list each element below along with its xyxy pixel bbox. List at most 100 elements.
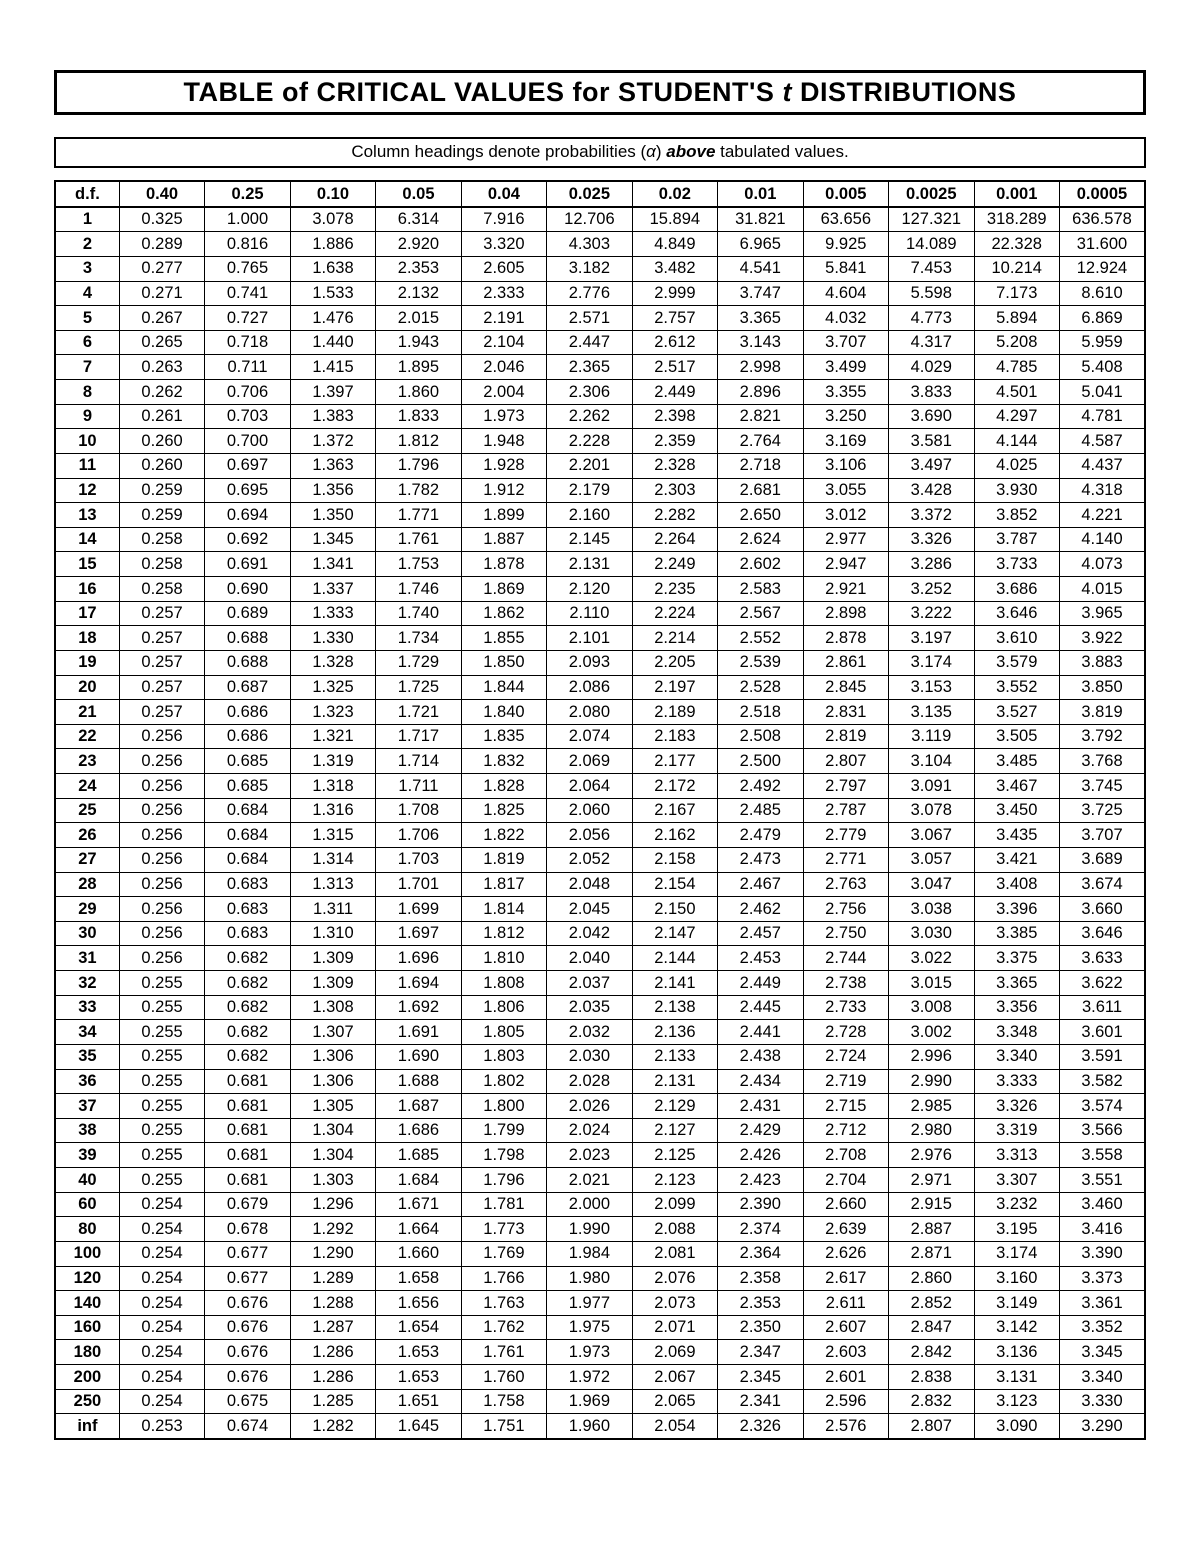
value-cell: 2.449 — [632, 380, 717, 405]
value-cell: 1.696 — [376, 946, 461, 971]
value-cell: 2.162 — [632, 823, 717, 848]
value-cell: 2.847 — [889, 1315, 974, 1340]
value-cell: 2.042 — [547, 921, 632, 946]
table-row: 320.2550.6821.3091.6941.8082.0372.1412.4… — [55, 971, 1145, 996]
value-cell: 0.816 — [205, 232, 290, 257]
value-cell: 3.965 — [1059, 601, 1145, 626]
value-cell: 1.304 — [290, 1143, 375, 1168]
value-cell: 4.318 — [1059, 478, 1145, 503]
value-cell: 2.601 — [803, 1365, 888, 1390]
value-cell: 2.728 — [803, 1020, 888, 1045]
value-cell: 0.675 — [205, 1389, 290, 1414]
value-cell: 3.646 — [974, 601, 1059, 626]
value-cell: 2.326 — [718, 1414, 803, 1439]
value-cell: 3.348 — [974, 1020, 1059, 1045]
value-cell: 3.390 — [1059, 1241, 1145, 1266]
value-cell: 2.129 — [632, 1094, 717, 1119]
table-row: 190.2570.6881.3281.7291.8502.0932.2052.5… — [55, 650, 1145, 675]
value-cell: 0.254 — [119, 1241, 204, 1266]
value-cell: 3.326 — [974, 1094, 1059, 1119]
table-row: 180.2570.6881.3301.7341.8552.1012.2142.5… — [55, 626, 1145, 651]
value-cell: 1.746 — [376, 577, 461, 602]
value-cell: 3.131 — [974, 1365, 1059, 1390]
value-cell: 3.579 — [974, 650, 1059, 675]
value-cell: 1.740 — [376, 601, 461, 626]
value-cell: 1.313 — [290, 872, 375, 897]
value-cell: 1.802 — [461, 1069, 546, 1094]
value-cell: 3.330 — [1059, 1389, 1145, 1414]
value-cell: 2.976 — [889, 1143, 974, 1168]
df-cell: 26 — [55, 823, 119, 848]
value-cell: 1.771 — [376, 503, 461, 528]
value-cell: 2.177 — [632, 749, 717, 774]
value-cell: 0.765 — [205, 256, 290, 281]
value-cell: 3.195 — [974, 1217, 1059, 1242]
value-cell: 2.086 — [547, 675, 632, 700]
df-cell: 1 — [55, 207, 119, 232]
value-cell: 1.977 — [547, 1291, 632, 1316]
value-cell: 4.541 — [718, 256, 803, 281]
value-cell: 2.093 — [547, 650, 632, 675]
value-cell: 3.747 — [718, 281, 803, 306]
table-row: 290.2560.6831.3111.6991.8142.0452.1502.4… — [55, 897, 1145, 922]
value-cell: 3.365 — [718, 306, 803, 331]
value-cell: 3.326 — [889, 527, 974, 552]
value-cell: 1.796 — [376, 453, 461, 478]
value-cell: 2.718 — [718, 453, 803, 478]
value-cell: 1.800 — [461, 1094, 546, 1119]
value-cell: 3.787 — [974, 527, 1059, 552]
table-row: 2500.2540.6751.2851.6511.7581.9692.0652.… — [55, 1389, 1145, 1414]
value-cell: 0.681 — [205, 1069, 290, 1094]
table-row: 1800.2540.6761.2861.6531.7611.9732.0692.… — [55, 1340, 1145, 1365]
alpha-header: 0.025 — [547, 181, 632, 207]
value-cell: 6.965 — [718, 232, 803, 257]
df-cell: 180 — [55, 1340, 119, 1365]
value-cell: 2.065 — [632, 1389, 717, 1414]
value-cell: 0.325 — [119, 207, 204, 232]
value-cell: 2.205 — [632, 650, 717, 675]
value-cell: 1.887 — [461, 527, 546, 552]
value-cell: 7.173 — [974, 281, 1059, 306]
df-cell: 160 — [55, 1315, 119, 1340]
value-cell: 1.761 — [376, 527, 461, 552]
value-cell: 0.254 — [119, 1266, 204, 1291]
value-cell: 2.191 — [461, 306, 546, 331]
value-cell: 0.741 — [205, 281, 290, 306]
value-cell: 1.878 — [461, 552, 546, 577]
value-cell: 1.397 — [290, 380, 375, 405]
value-cell: 3.566 — [1059, 1118, 1145, 1143]
value-cell: 0.261 — [119, 404, 204, 429]
value-cell: 2.605 — [461, 256, 546, 281]
value-cell: 1.912 — [461, 478, 546, 503]
value-cell: 1.796 — [461, 1168, 546, 1193]
value-cell: 1.356 — [290, 478, 375, 503]
value-cell: 2.602 — [718, 552, 803, 577]
value-cell: 1.286 — [290, 1340, 375, 1365]
value-cell: 2.462 — [718, 897, 803, 922]
value-cell: 3.745 — [1059, 774, 1145, 799]
value-cell: 10.214 — [974, 256, 1059, 281]
value-cell: 2.024 — [547, 1118, 632, 1143]
df-cell: 5 — [55, 306, 119, 331]
table-row: 100.2600.7001.3721.8121.9482.2282.3592.7… — [55, 429, 1145, 454]
value-cell: 1.321 — [290, 724, 375, 749]
value-cell: 1.306 — [290, 1069, 375, 1094]
value-cell: 3.833 — [889, 380, 974, 405]
value-cell: 636.578 — [1059, 207, 1145, 232]
df-cell: 19 — [55, 650, 119, 675]
value-cell: 1.315 — [290, 823, 375, 848]
df-cell: 35 — [55, 1044, 119, 1069]
value-cell: 2.539 — [718, 650, 803, 675]
value-cell: 3.435 — [974, 823, 1059, 848]
value-cell: 2.567 — [718, 601, 803, 626]
value-cell: 1.928 — [461, 453, 546, 478]
value-cell: 2.154 — [632, 872, 717, 897]
value-cell: 0.676 — [205, 1365, 290, 1390]
value-cell: 3.558 — [1059, 1143, 1145, 1168]
df-cell: 23 — [55, 749, 119, 774]
table-row: 1200.2540.6771.2891.6581.7661.9802.0762.… — [55, 1266, 1145, 1291]
value-cell: 2.398 — [632, 404, 717, 429]
value-cell: 1.819 — [461, 847, 546, 872]
value-cell: 0.256 — [119, 897, 204, 922]
value-cell: 3.067 — [889, 823, 974, 848]
